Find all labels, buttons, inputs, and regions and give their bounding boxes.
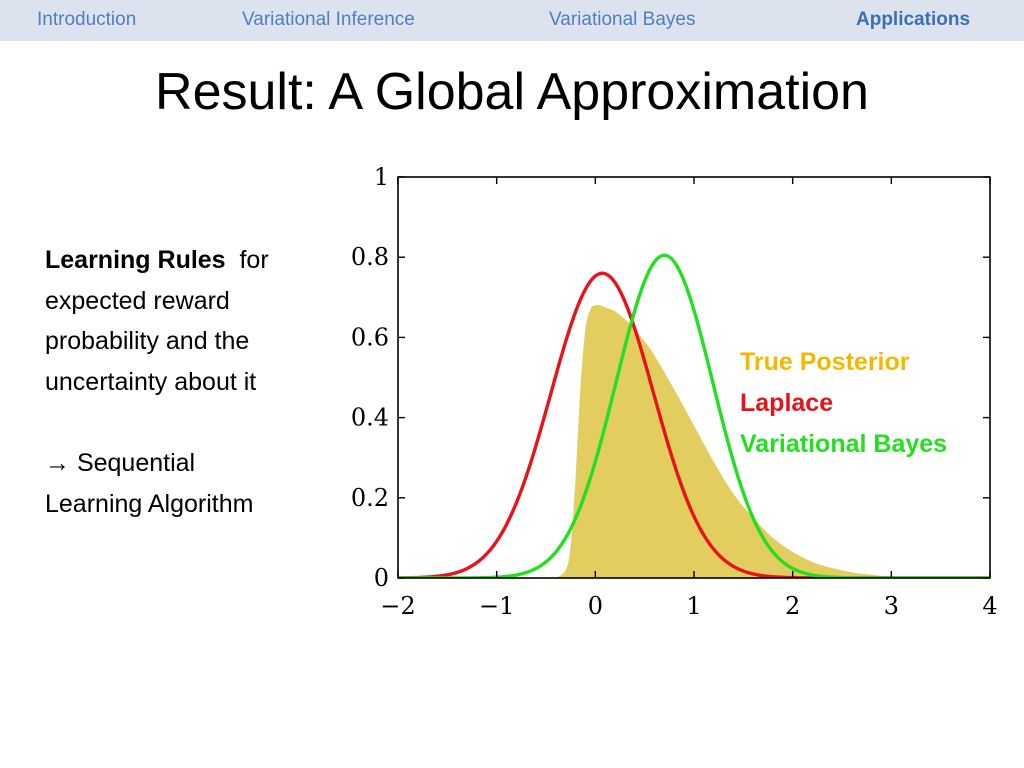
nav-introduction[interactable]: Introduction: [37, 9, 137, 30]
x-tick-label: 3: [884, 592, 899, 620]
nav-applications[interactable]: Applications: [856, 9, 971, 30]
x-tick-label: 0: [588, 592, 603, 620]
axis-layer: −2 −1 0 1 2 3 4 0 0.2 0.4 0.6 0.8 1: [351, 163, 998, 620]
body-line-1: Learning Rules for: [45, 240, 345, 281]
true-posterior-area: [555, 304, 990, 578]
y-tick-label: 0.8: [351, 243, 389, 271]
body-line-1-rest: for: [225, 246, 269, 274]
body-line-5-text: Sequential: [70, 449, 196, 477]
x-tick-label: 4: [982, 592, 997, 620]
top-navigation-bar: Introduction Variational Inference Varia…: [0, 0, 1024, 41]
x-tick-label: −1: [479, 592, 514, 620]
body-line-2: expected reward: [45, 286, 230, 315]
x-tick-label: 2: [785, 592, 800, 620]
body-line-3: probability and the: [45, 327, 250, 355]
y-tick-label: 1: [374, 163, 389, 191]
y-tick-label: 0.2: [351, 484, 389, 512]
learning-rules-bold: Learning Rules: [45, 246, 226, 274]
nav-variational-inference[interactable]: Variational Inference: [242, 9, 415, 30]
x-tick-label: 1: [686, 592, 701, 620]
right-arrow-icon: →: [45, 449, 70, 477]
legend-layer: True Posterior Laplace Variational Bayes: [740, 348, 947, 458]
y-tick-label: 0.4: [351, 404, 389, 432]
legend-true-posterior: True Posterior: [740, 348, 910, 376]
y-tick-label: 0.6: [351, 323, 389, 351]
x-tick-label: −2: [380, 592, 415, 620]
body-line-6: Learning Algorithm: [45, 489, 254, 518]
body-line-5: → Sequential: [45, 443, 345, 484]
slide-body-text: Learning Rules for expected reward proba…: [45, 240, 345, 524]
posterior-chart: −2 −1 0 1 2 3 4 0 0.2 0.4 0.6 0.8 1 True Posterior La…: [351, 163, 998, 620]
laplace-curve: [398, 271, 990, 578]
plot-layer: [398, 253, 990, 578]
slide-title: Result: A Global Approximation: [155, 63, 869, 121]
legend-variational-bayes: Variational Bayes: [740, 430, 947, 458]
nav-variational-bayes[interactable]: Variational Bayes: [549, 9, 696, 30]
y-tick-label: 0: [374, 564, 389, 592]
legend-laplace: Laplace: [740, 389, 833, 417]
body-line-4: uncertainty about it: [45, 367, 257, 396]
